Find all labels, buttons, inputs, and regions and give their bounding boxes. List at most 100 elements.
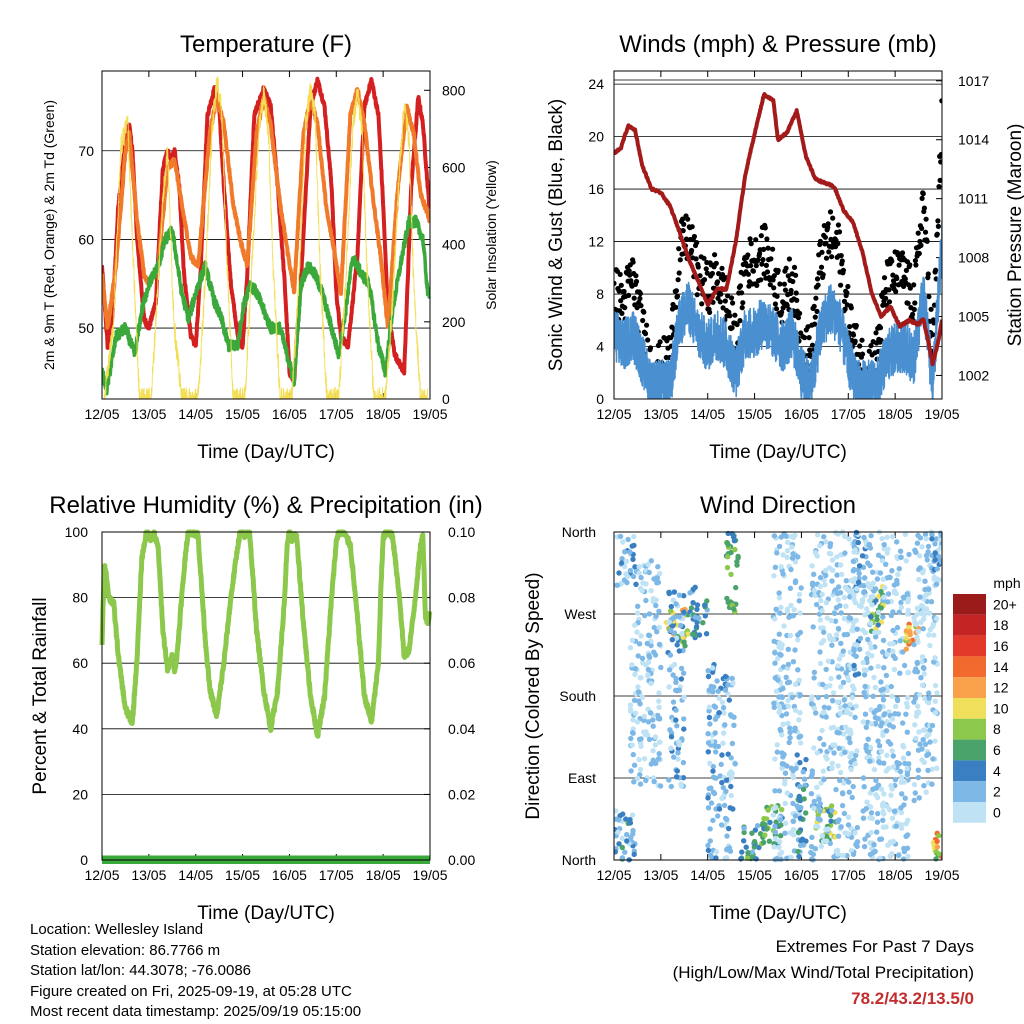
direction-point xyxy=(666,684,672,690)
direction-point xyxy=(915,767,922,773)
direction-point xyxy=(917,594,923,600)
direction-point xyxy=(679,631,685,637)
direction-point xyxy=(798,585,804,591)
direction-point xyxy=(837,769,844,776)
x-tick-label: 12/05 xyxy=(84,867,119,883)
direction-point xyxy=(914,660,921,667)
direction-point xyxy=(934,838,940,845)
direction-point xyxy=(786,679,793,685)
direction-point xyxy=(897,670,903,676)
gust-point xyxy=(739,290,745,296)
direction-point xyxy=(708,800,715,806)
direction-point xyxy=(707,826,713,832)
station-elevation: Station elevation: 86.7766 m xyxy=(30,941,221,959)
y-tick-label: 50 xyxy=(78,320,94,336)
direction-point xyxy=(929,722,936,729)
direction-point xyxy=(623,571,629,577)
direction-point xyxy=(712,730,718,736)
direction-point xyxy=(632,671,638,678)
direction-point xyxy=(918,675,924,681)
direction-point xyxy=(925,543,932,550)
direction-point xyxy=(644,640,650,647)
direction-point xyxy=(917,692,923,698)
gust-point xyxy=(758,233,764,239)
direction-point xyxy=(634,629,640,635)
direction-point xyxy=(680,670,687,676)
direction-point xyxy=(818,597,824,604)
y-tick-label: 60 xyxy=(72,655,88,671)
direction-point xyxy=(810,582,816,588)
direction-point xyxy=(856,563,863,569)
direction-point xyxy=(705,847,712,854)
direction-point xyxy=(671,630,678,636)
direction-point xyxy=(903,558,909,564)
gust-point xyxy=(728,295,735,301)
gust-point xyxy=(907,285,913,291)
x-tick-label: 15/05 xyxy=(225,867,260,883)
direction-point xyxy=(781,751,787,758)
direction-point xyxy=(696,615,702,621)
legend-label: 10 xyxy=(993,700,1009,716)
direction-point xyxy=(780,761,787,767)
direction-point xyxy=(681,694,687,701)
direction-point xyxy=(646,569,652,576)
gust-point xyxy=(730,300,736,306)
direction-point xyxy=(796,677,802,683)
direction-point xyxy=(676,648,682,654)
direction-point xyxy=(754,823,761,829)
direction-point xyxy=(741,829,747,836)
direction-point xyxy=(635,684,641,690)
gust-point xyxy=(737,318,743,324)
direction-point xyxy=(629,637,636,643)
direction-point xyxy=(862,575,868,581)
direction-point xyxy=(776,788,783,794)
direction-point xyxy=(880,697,887,703)
direction-point xyxy=(646,654,653,660)
direction-point xyxy=(873,785,879,791)
direction-point xyxy=(931,659,937,665)
direction-point xyxy=(782,770,789,776)
direction-point xyxy=(900,720,906,726)
direction-point xyxy=(880,576,886,582)
direction-point xyxy=(880,649,886,655)
direction-point xyxy=(874,829,880,835)
direction-point xyxy=(920,616,927,622)
plot-frame xyxy=(101,70,431,400)
gust-point xyxy=(626,292,632,298)
direction-point xyxy=(885,546,891,552)
direction-point xyxy=(835,763,841,769)
gust-point xyxy=(815,282,821,288)
direction-point xyxy=(872,848,878,855)
gust-point xyxy=(773,306,780,312)
legend-swatch xyxy=(953,739,986,761)
direction-point xyxy=(632,666,639,672)
direction-point xyxy=(925,549,931,555)
direction-point xyxy=(891,666,898,673)
direction-point xyxy=(647,710,654,716)
direction-point xyxy=(797,815,804,821)
direction-point xyxy=(903,635,910,641)
direction-point xyxy=(843,578,850,584)
direction-point xyxy=(819,591,825,598)
gust-point xyxy=(693,256,699,262)
gust-point xyxy=(791,264,798,270)
direction-point xyxy=(884,599,891,605)
direction-point xyxy=(916,576,922,583)
direction-point xyxy=(630,717,636,723)
direction-point xyxy=(796,591,803,598)
direction-point xyxy=(763,816,770,822)
direction-point xyxy=(680,759,687,766)
direction-point xyxy=(619,556,625,562)
gust-point xyxy=(912,258,919,264)
direction-point xyxy=(817,617,823,623)
gust-point xyxy=(699,301,705,307)
gust-point xyxy=(717,299,723,305)
gust-point xyxy=(761,246,767,252)
direction-point xyxy=(891,808,898,814)
direction-point xyxy=(792,559,799,565)
direction-point xyxy=(936,577,942,583)
gust-point xyxy=(866,348,872,354)
direction-point xyxy=(726,697,732,703)
direction-point xyxy=(799,836,806,842)
direction-point xyxy=(623,816,629,822)
